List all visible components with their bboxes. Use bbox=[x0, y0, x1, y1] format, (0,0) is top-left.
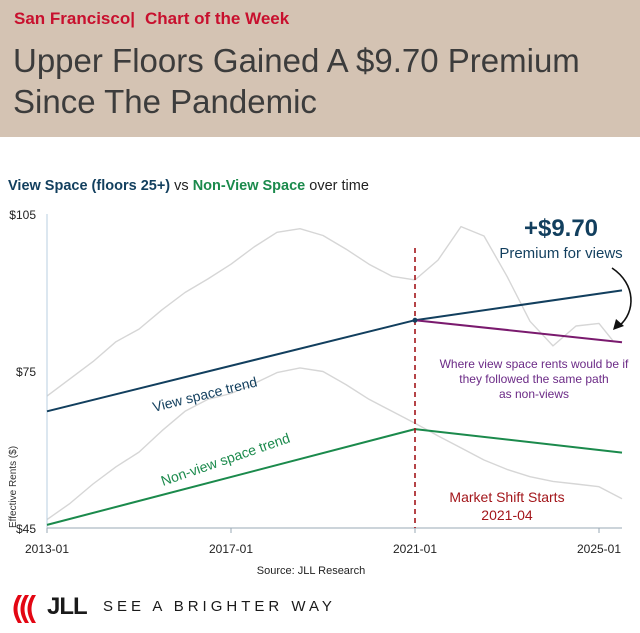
view-trend-label: View space trend bbox=[151, 373, 259, 414]
chart-subtitle: View Space (floors 25+) vs Non-View Spac… bbox=[8, 178, 369, 194]
counterfactual-line bbox=[414, 319, 623, 344]
subtitle-nonview-label: Non-View Space bbox=[192, 178, 306, 194]
x-tick-label: 2021-01 bbox=[393, 542, 437, 556]
premium-value: +$9.70 bbox=[524, 215, 598, 242]
trend-split-point bbox=[412, 317, 418, 323]
source-note: Source: JLL Research bbox=[257, 565, 365, 577]
x-tick-label: 2013-01 bbox=[25, 542, 69, 556]
subtitle-vs: vs bbox=[170, 178, 193, 194]
nonview-rent-raw-line bbox=[46, 367, 623, 521]
market-shift-label-line2: 2021-04 bbox=[481, 507, 533, 523]
counterfactual-note-line3: as non-views bbox=[499, 387, 569, 401]
header-banner: San Francisco| Chart of the Week Upper Fl… bbox=[0, 0, 640, 137]
nonview-trend-line bbox=[46, 428, 623, 526]
nonview-trend-label: Non-view space trend bbox=[159, 430, 292, 489]
series-label: Chart of the Week bbox=[144, 9, 290, 28]
view-rent-raw-line bbox=[46, 225, 614, 397]
premium-arrowhead-icon bbox=[613, 319, 624, 330]
premium-label: Premium for views bbox=[499, 245, 622, 262]
kicker: San Francisco| Chart of the Week bbox=[14, 9, 289, 29]
brand-name: JLL bbox=[47, 593, 88, 620]
y-tick-label: $105 bbox=[9, 208, 36, 222]
y-tick-label: $45 bbox=[16, 522, 36, 536]
jll-logo-icon bbox=[13, 595, 36, 623]
subtitle-view-label: View Space (floors 25+) bbox=[8, 178, 171, 194]
tagline: SEE A BRIGHTER WAY bbox=[103, 598, 336, 615]
premium-arrow-icon bbox=[611, 267, 632, 327]
counterfactual-note-line1: Where view space rents would be if bbox=[440, 357, 629, 371]
x-tick-label: 2017-01 bbox=[209, 542, 253, 556]
subtitle-suffix: over time bbox=[305, 178, 369, 194]
x-tick-label: 2025-01 bbox=[577, 542, 621, 556]
counterfactual-note-line2: they followed the same path bbox=[459, 372, 608, 386]
market-label: San Francisco| bbox=[14, 9, 135, 28]
y-axis-title: Effective Rents ($) bbox=[8, 446, 19, 528]
page-title: Upper Floors Gained A $9.70 Premium Sinc… bbox=[13, 42, 580, 120]
rent-chart: $105 $75 $45 2013-01 2017-01 2021-01 2025-01 E… bbox=[8, 208, 632, 577]
y-tick-label: $75 bbox=[16, 365, 36, 379]
market-shift-label-line1: Market Shift Starts bbox=[449, 489, 564, 505]
